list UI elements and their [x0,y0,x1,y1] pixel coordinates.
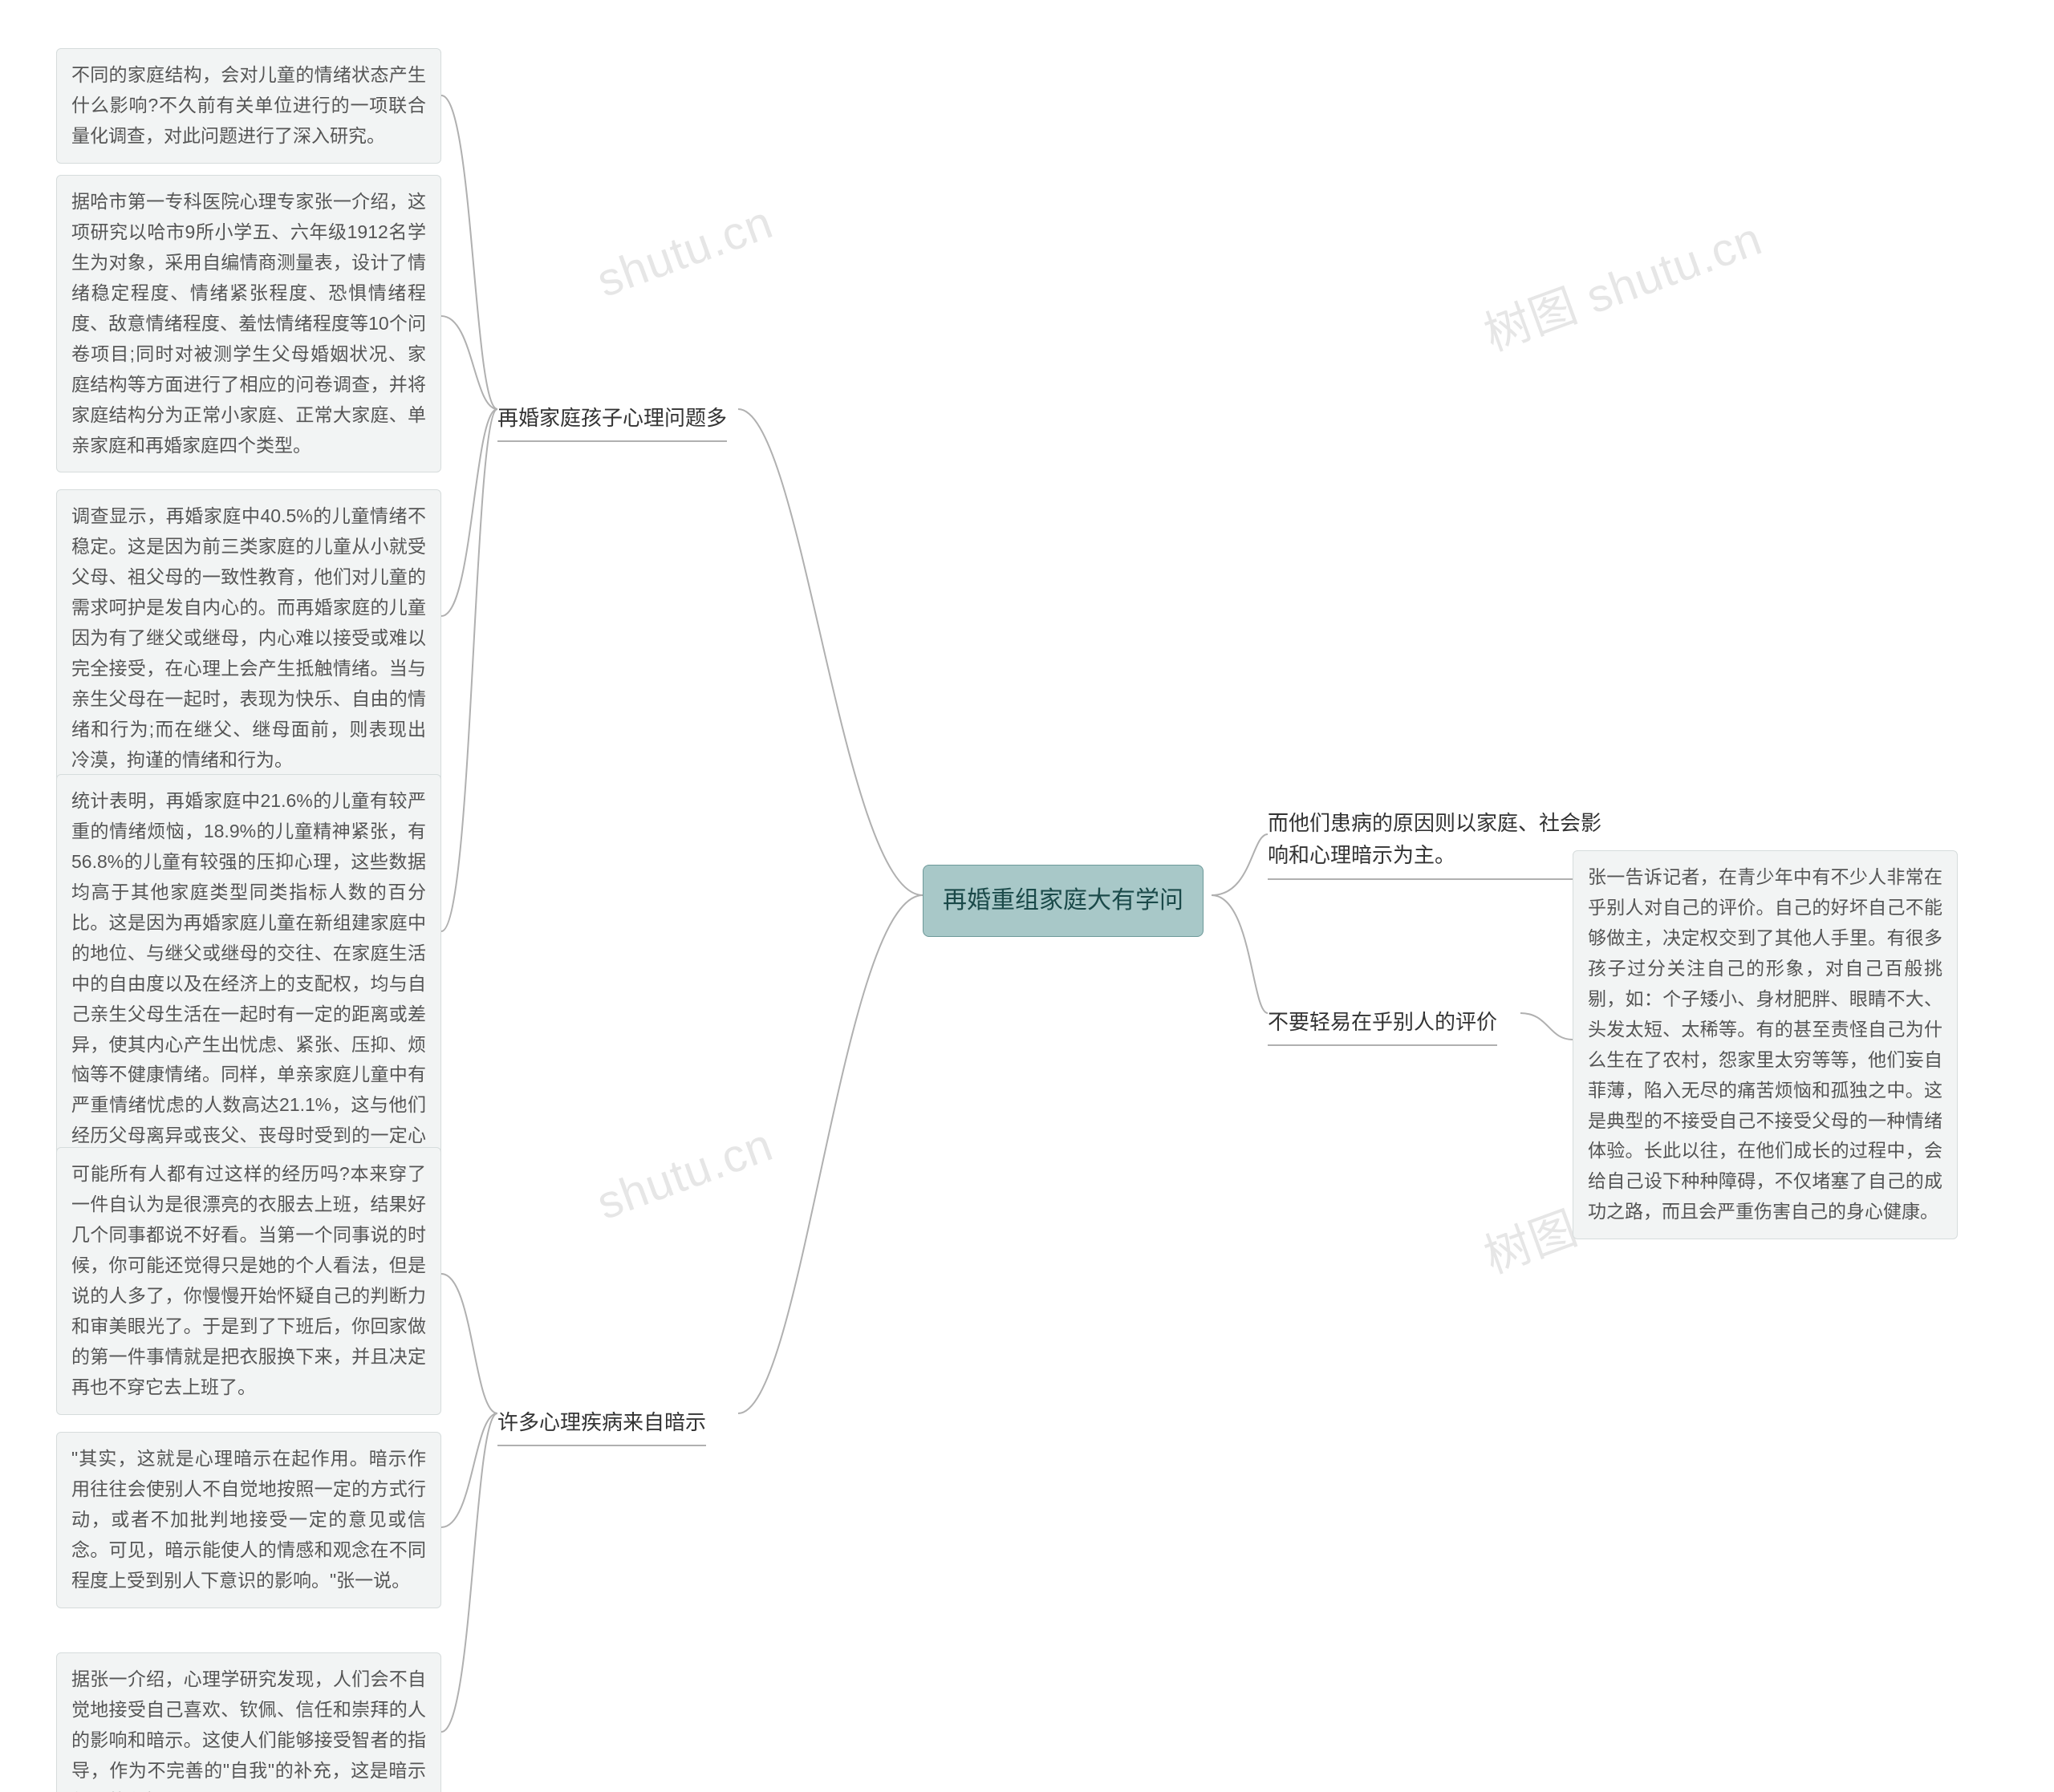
connector [441,1274,497,1413]
connector [441,316,497,409]
connector [1520,1013,1573,1040]
connector [441,409,497,931]
branch-ignore-others-judgement[interactable]: 不要轻易在乎别人的评价 [1268,1001,1497,1046]
branch-remarried-family-issues[interactable]: 再婚家庭孩子心理问题多 [497,397,727,442]
connector [1212,895,1268,1013]
watermark: shutu.cn [590,1117,779,1230]
leaf-node[interactable]: 据张一介绍，心理学研究发现，人们会不自觉地接受自己喜欢、钦佩、信任和崇拜的人的影… [56,1652,441,1792]
leaf-node[interactable]: 可能所有人都有过这样的经历吗?本来穿了一件自认为是很漂亮的衣服去上班，结果好几个… [56,1147,441,1415]
connector [441,1413,497,1732]
mindmap-canvas: shutu.cn 树图 shutu.cn cn shutu.cn 树图 shut… [0,0,2054,1792]
connector [738,895,923,1413]
leaf-node[interactable]: 调查显示，再婚家庭中40.5%的儿童情绪不稳定。这是因为前三类家庭的儿童从小就受… [56,489,441,787]
connector [738,409,923,895]
connector [441,409,497,616]
leaf-node[interactable]: 统计表明，再婚家庭中21.6%的儿童有较严重的情绪烦恼，18.9%的儿童精神紧张… [56,774,441,1194]
branch-illness-causes[interactable]: 而他们患病的原因则以家庭、社会影响和心理暗示为主。 [1268,802,1621,880]
branch-psychological-suggestion[interactable]: 许多心理疾病来自暗示 [497,1401,706,1446]
connector [441,95,497,409]
leaf-node[interactable]: 张一告诉记者，在青少年中有不少人非常在乎别人对自己的评价。自己的好坏自己不能够做… [1573,850,1958,1239]
watermark: 树图 shutu.cn [1474,201,1770,364]
leaf-node[interactable]: 不同的家庭结构，会对儿童的情绪状态产生什么影响?不久前有关单位进行的一项联合量化… [56,48,441,164]
leaf-node[interactable]: "其实，这就是心理暗示在起作用。暗示作用往往会使别人不自觉地按照一定的方式行动，… [56,1432,441,1608]
leaf-node[interactable]: 据哈市第一专科医院心理专家张一介绍，这项研究以哈市9所小学五、六年级1912名学… [56,175,441,472]
connector [441,1413,497,1527]
root-node[interactable]: 再婚重组家庭大有学问 [923,865,1204,937]
connector [1212,834,1268,895]
watermark: shutu.cn [590,195,779,308]
